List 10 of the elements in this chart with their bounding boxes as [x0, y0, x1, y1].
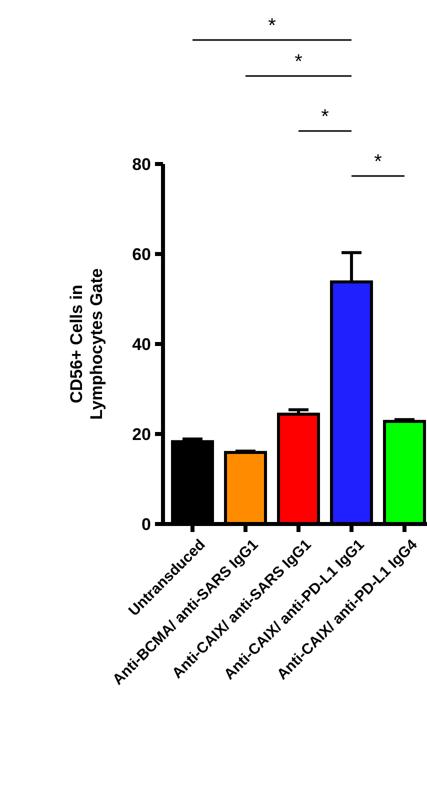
y-tick-label: 60 — [132, 244, 151, 264]
y-tick-label: 80 — [132, 154, 151, 174]
y-tick-label: 20 — [132, 424, 151, 444]
text: * — [268, 15, 276, 37]
annotation: * — [374, 151, 382, 173]
y-axis-title: CD56+ Cells in Lymphocytes Gate — [66, 268, 106, 420]
text: * — [321, 106, 330, 128]
y-tick-label: 40 — [132, 334, 151, 354]
text: * — [294, 51, 303, 73]
y-tick-label: 0 — [142, 514, 151, 534]
